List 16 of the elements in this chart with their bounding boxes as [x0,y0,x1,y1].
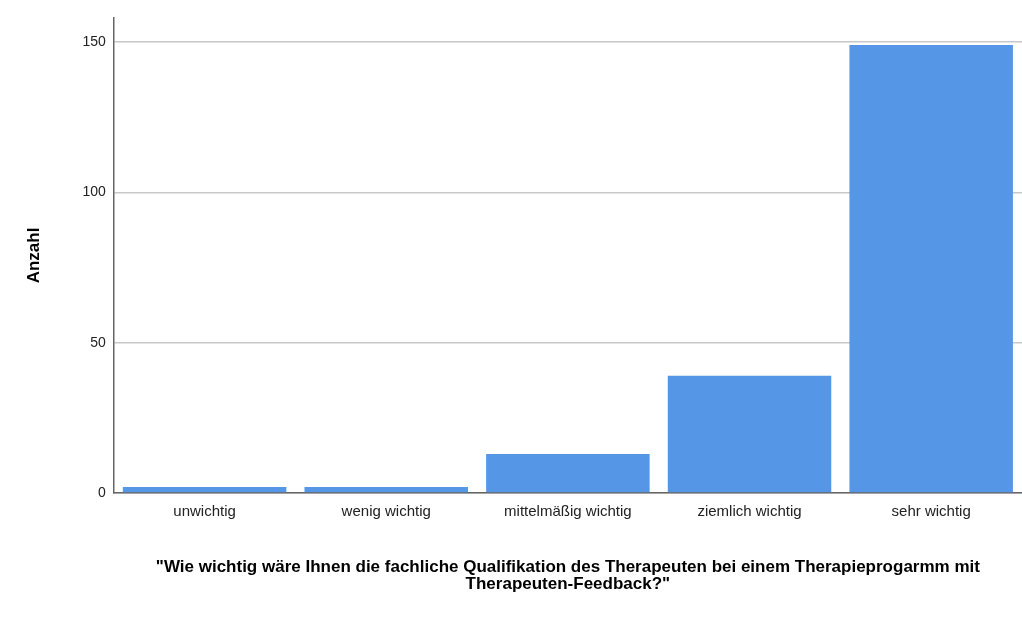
x-tick-label: wenig wichtig [340,502,431,520]
bar [122,486,287,493]
bar [486,453,650,493]
x-tick-label: unwichtig [173,502,236,520]
x-tick-label: ziemlich wichtig [697,502,802,520]
x-axis-title: "Wie wichtig wäre Ihnen die fachliche Qualifikation des Therapeuten bei einem Therapieprogarmm mit Therapeuten-Feedback?" [155,557,981,594]
y-tick-label: 150 [82,32,106,49]
bar [304,486,468,493]
x-tick-label: mittelmäßig wichtig [504,502,632,520]
y-tick-label: 0 [97,483,106,500]
x-tick-label: sehr wichtig [891,502,971,520]
y-tick-label: 50 [90,333,106,350]
y-axis-title: Anzahl [23,227,43,284]
y-tick-label: 100 [82,183,106,200]
bar [849,45,1013,493]
bar [667,375,832,493]
